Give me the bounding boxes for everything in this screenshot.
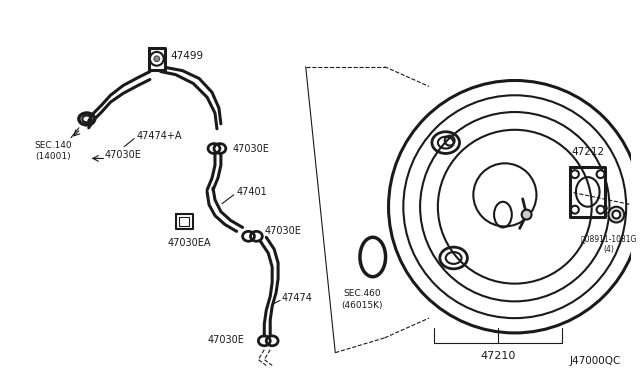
Circle shape: [571, 206, 579, 214]
Text: (4): (4): [603, 245, 614, 254]
Text: SEC.460: SEC.460: [343, 289, 381, 298]
Text: 47212: 47212: [571, 147, 604, 157]
Text: SEC.140: SEC.140: [35, 141, 72, 150]
Text: (14001): (14001): [35, 152, 71, 161]
Circle shape: [596, 170, 605, 178]
Text: 47030EA: 47030EA: [168, 238, 211, 248]
Circle shape: [571, 170, 579, 178]
Text: 47474: 47474: [282, 294, 313, 304]
Text: J47000QC: J47000QC: [570, 356, 621, 366]
Circle shape: [612, 211, 620, 218]
Text: 47030E: 47030E: [233, 144, 269, 154]
Circle shape: [522, 210, 532, 219]
Text: 47401: 47401: [237, 187, 268, 197]
Text: 47474+A: 47474+A: [136, 131, 182, 141]
Text: (46015K): (46015K): [341, 301, 383, 310]
Circle shape: [609, 207, 624, 222]
Text: 47210: 47210: [480, 351, 516, 360]
Text: ⓝ08911-1081G: ⓝ08911-1081G: [580, 235, 637, 244]
Text: 47030E: 47030E: [104, 150, 141, 160]
Circle shape: [596, 206, 605, 214]
Text: 47499: 47499: [171, 51, 204, 61]
Circle shape: [154, 56, 160, 62]
Text: 47030E: 47030E: [264, 226, 301, 236]
Text: 47030E: 47030E: [208, 335, 244, 345]
